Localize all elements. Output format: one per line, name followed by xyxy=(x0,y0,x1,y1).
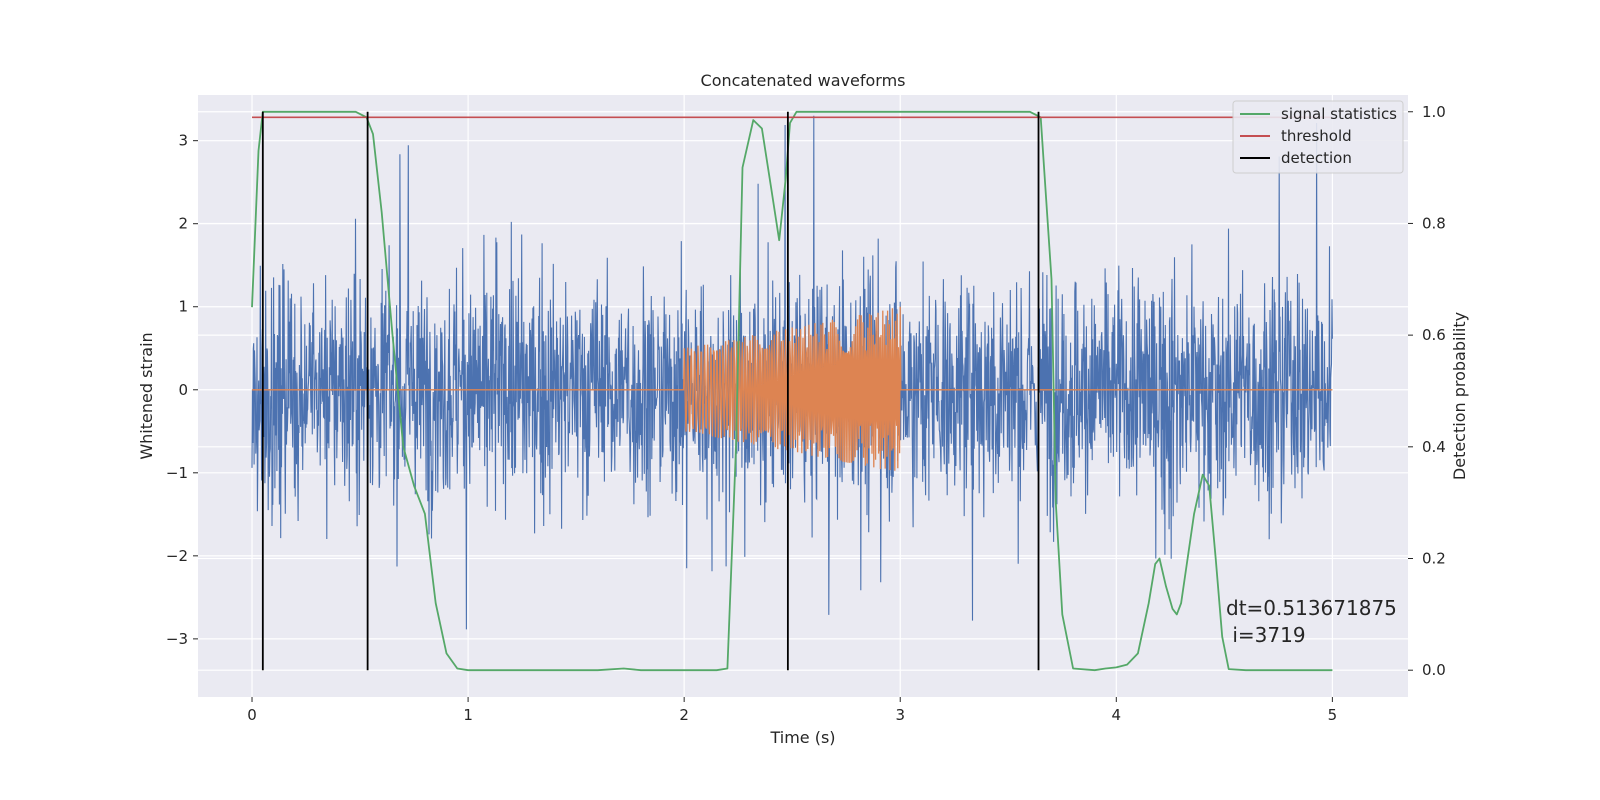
y-tick-right-label: 0.4 xyxy=(1422,438,1446,456)
signal-statistics-line xyxy=(251,110,1333,672)
x-tick-label: 3 xyxy=(895,706,905,724)
y-tick-label: 3 xyxy=(178,132,188,150)
y-tick-right-label: 0.6 xyxy=(1422,326,1446,344)
legend: signal statistics threshold detection xyxy=(1232,100,1404,174)
x-tick-label: 2 xyxy=(679,706,689,724)
x-tick-label: 0 xyxy=(247,706,257,724)
x-ticks: 0 1 2 3 4 5 xyxy=(247,697,1337,724)
legend-label-threshold: threshold xyxy=(1281,127,1352,145)
signal-statistics-series xyxy=(251,110,1333,672)
y-tick-right-label: 0.8 xyxy=(1422,214,1446,232)
y-tick-label: −2 xyxy=(166,547,188,565)
legend-box xyxy=(1232,100,1404,174)
chirp-series xyxy=(252,306,1333,471)
chart-title: Concatenated waveforms xyxy=(701,71,906,90)
annotation-dt: dt=0.513671875 xyxy=(1226,596,1397,620)
y-tick-label: −1 xyxy=(166,464,188,482)
strain-line xyxy=(251,115,1333,630)
y-tick-label: 2 xyxy=(178,215,188,233)
y-axis-label-right: Detection probability xyxy=(1450,312,1469,480)
y-axis-label: Whitened strain xyxy=(137,332,156,459)
strain-series xyxy=(251,115,1333,630)
detection-series xyxy=(261,111,1040,671)
x-tick-label: 5 xyxy=(1328,706,1338,724)
annotation-index: i=3719 xyxy=(1226,623,1306,647)
x-tick-label: 4 xyxy=(1112,706,1122,724)
y-ticks-left: −3 −2 −1 0 1 2 3 xyxy=(166,132,198,648)
y-tick-right-label: 1.0 xyxy=(1422,103,1446,121)
y-tick-label: −3 xyxy=(166,630,188,648)
legend-label-detection: detection xyxy=(1281,149,1352,167)
y-tick-label: 0 xyxy=(178,381,188,399)
x-tick-label: 1 xyxy=(463,706,473,724)
y-ticks-right: 0.0 0.2 0.4 0.6 0.8 1.0 xyxy=(1408,103,1446,679)
y-tick-label: 1 xyxy=(178,298,188,316)
chirp-line xyxy=(252,306,1333,471)
legend-label-signal-statistics: signal statistics xyxy=(1281,105,1397,123)
y-tick-right-label: 0.2 xyxy=(1422,550,1446,568)
y-tick-right-label: 0.0 xyxy=(1422,661,1446,679)
x-axis-label: Time (s) xyxy=(769,728,835,747)
